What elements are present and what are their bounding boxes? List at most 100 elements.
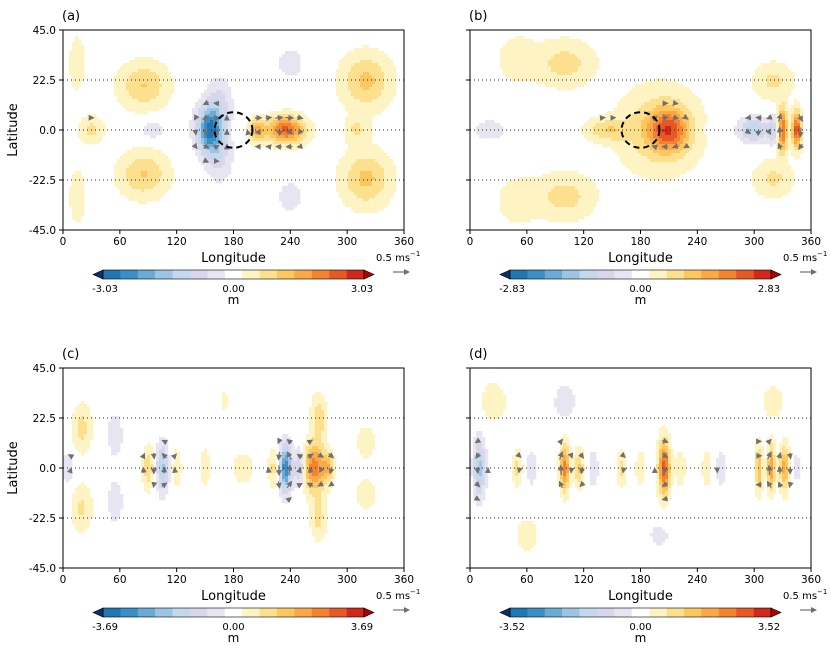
heatmap-cell — [758, 78, 762, 82]
heatmap-cell — [117, 78, 121, 82]
heatmap-cell — [75, 213, 79, 217]
heatmap-cell — [159, 87, 163, 91]
heatmap-cell — [75, 81, 79, 85]
heatmap-cell — [773, 87, 777, 91]
heatmap-cell — [551, 174, 555, 178]
heatmap-cell — [366, 177, 370, 181]
heatmap-cell — [345, 183, 349, 187]
y-tick-label: 45.0 — [33, 25, 56, 37]
heatmap-cell — [363, 204, 367, 208]
heatmap-cell — [650, 99, 654, 103]
heatmap-cell — [366, 195, 370, 199]
heatmap-cell — [644, 96, 648, 100]
heatmap-cell — [788, 117, 792, 121]
heatmap-cell — [533, 213, 537, 217]
heatmap-cell — [563, 171, 567, 175]
heatmap-cell — [348, 186, 352, 190]
heatmap-cell — [369, 138, 373, 142]
heatmap-cell — [734, 126, 738, 130]
heatmap-cell — [644, 168, 648, 172]
heatmap-cell — [147, 186, 151, 190]
heatmap-cell — [126, 165, 130, 169]
heatmap-cell — [336, 168, 340, 172]
heatmap-cell — [162, 87, 166, 91]
heatmap-cell — [647, 150, 651, 154]
heatmap-cell — [366, 144, 370, 148]
heatmap-cell — [560, 57, 564, 61]
heatmap-cell — [369, 117, 373, 121]
heatmap-cell — [171, 90, 175, 94]
heatmap-cell — [132, 63, 136, 67]
heatmap-cell — [746, 120, 750, 124]
heatmap-cell — [692, 126, 696, 130]
heatmap-cell — [171, 177, 175, 181]
heatmap-cell — [123, 90, 127, 94]
heatmap-cell — [129, 159, 133, 163]
heatmap-cell — [581, 60, 585, 64]
heatmap-cell — [72, 213, 76, 217]
heatmap-cell — [506, 204, 510, 208]
heatmap-cell — [69, 66, 73, 70]
heatmap-cell — [372, 81, 376, 85]
heatmap-cell — [165, 99, 169, 103]
heatmap-cell — [650, 138, 654, 142]
heatmap-cell — [348, 159, 352, 163]
heatmap-cell — [632, 117, 636, 121]
heatmap-cell — [659, 78, 663, 82]
heatmap-cell — [758, 165, 762, 169]
heatmap-cell — [650, 111, 654, 115]
heatmap-cell — [354, 129, 358, 133]
heatmap-cell — [746, 123, 750, 127]
heatmap-cell — [524, 189, 528, 193]
heatmap-cell — [683, 126, 687, 130]
heatmap-cell — [363, 210, 367, 214]
colorbar-swatch — [259, 270, 278, 279]
heatmap-cell — [252, 123, 256, 127]
heatmap-cell — [348, 126, 352, 130]
heatmap-cell — [500, 129, 504, 133]
heatmap-cell — [81, 129, 85, 133]
heatmap-cell — [381, 72, 385, 76]
heatmap-cell — [342, 198, 346, 202]
heatmap-cell — [644, 129, 648, 133]
heatmap-cell — [387, 75, 391, 79]
heatmap-cell — [129, 81, 133, 85]
heatmap-cell — [566, 171, 570, 175]
heatmap-cell — [294, 57, 298, 61]
heatmap-cell — [345, 99, 349, 103]
heatmap-cell — [72, 81, 76, 85]
heatmap-cell — [635, 84, 639, 88]
heatmap-cell — [357, 126, 361, 130]
heatmap-cell — [569, 204, 573, 208]
heatmap-cell — [641, 123, 645, 127]
heatmap-cell — [279, 141, 283, 145]
heatmap-cell — [584, 42, 588, 46]
heatmap-cell — [216, 99, 220, 103]
heatmap-cell — [530, 177, 534, 181]
heatmap-cell — [372, 84, 376, 88]
heatmap-cell — [587, 54, 591, 58]
heatmap-cell — [737, 126, 741, 130]
heatmap-cell — [596, 189, 600, 193]
heatmap-cell — [641, 114, 645, 118]
heatmap-cell — [195, 108, 199, 112]
heatmap-cell — [800, 129, 804, 133]
heatmap-cell — [626, 99, 630, 103]
heatmap-cell — [773, 135, 777, 139]
heatmap-cell — [387, 99, 391, 103]
heatmap-cell — [557, 177, 561, 181]
heatmap-cell — [285, 138, 289, 142]
heatmap-cell — [593, 204, 597, 208]
heatmap-cell — [357, 186, 361, 190]
heatmap-cell — [629, 102, 633, 106]
heatmap-cell — [608, 132, 612, 136]
heatmap-cell — [776, 135, 780, 139]
heatmap-cell — [228, 114, 232, 118]
heatmap-cell — [384, 60, 388, 64]
heatmap-cell — [788, 186, 792, 190]
heatmap-cell — [306, 132, 310, 136]
heatmap-cell — [72, 210, 76, 214]
heatmap-cell — [509, 198, 513, 202]
heatmap-cell — [72, 189, 76, 193]
heatmap-cell — [306, 135, 310, 139]
